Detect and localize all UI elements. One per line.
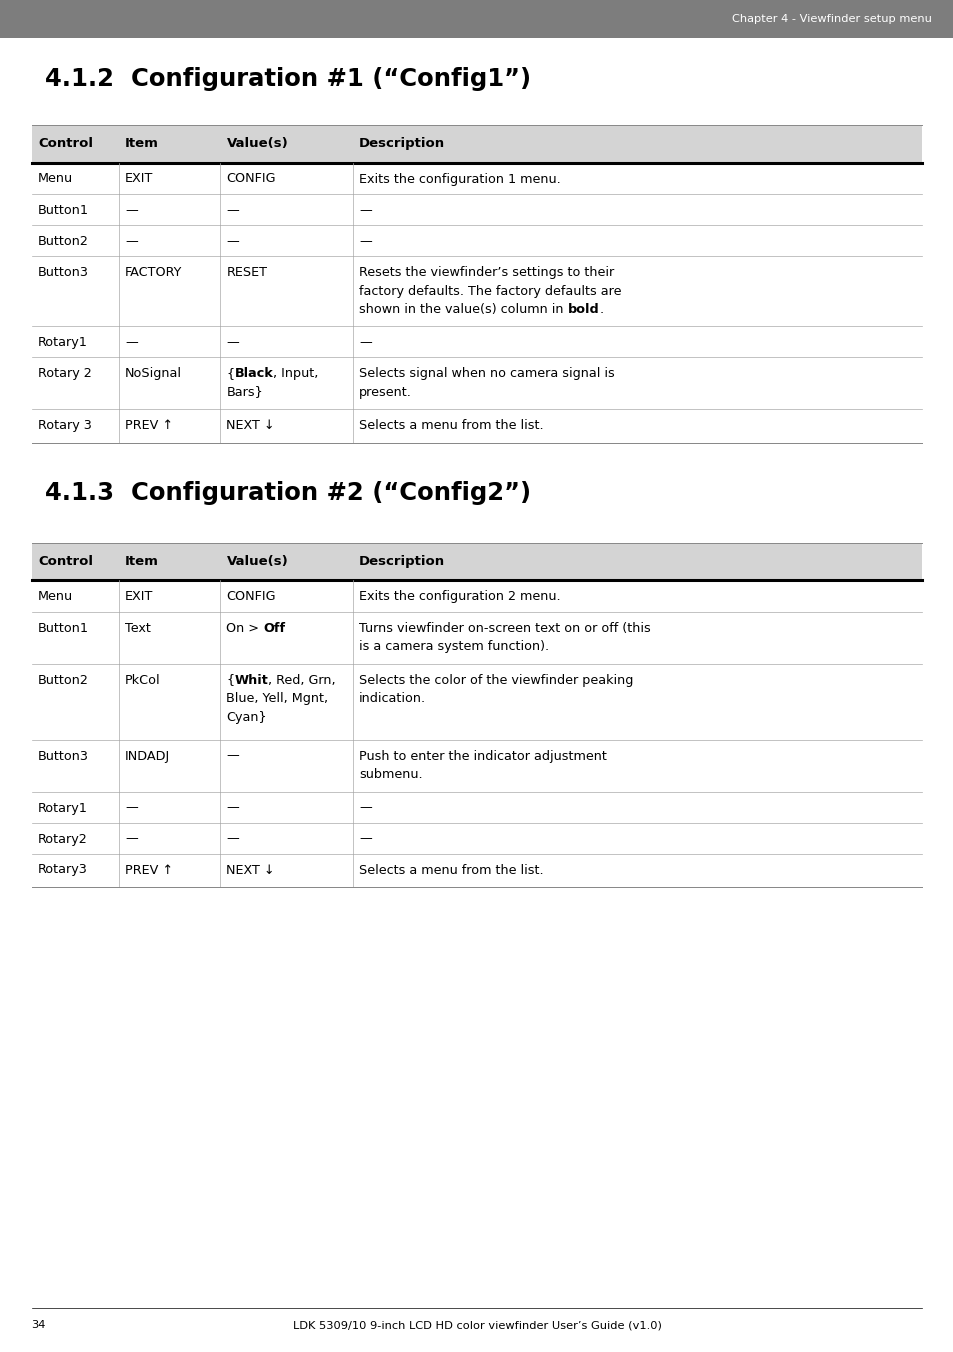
Text: {: { — [226, 673, 234, 687]
Bar — [31, 542, 921, 580]
Text: Selects the color of the viewfinder peaking: Selects the color of the viewfinder peak… — [358, 673, 633, 687]
Text: —: — — [358, 802, 372, 814]
Text: .: . — [598, 303, 602, 316]
Text: Off: Off — [263, 622, 285, 634]
Text: , Red, Grn,: , Red, Grn, — [268, 673, 335, 687]
Text: Cyan}: Cyan} — [226, 711, 267, 723]
Text: Rotary1: Rotary1 — [38, 802, 88, 814]
Text: Exits the configuration 1 menu.: Exits the configuration 1 menu. — [358, 173, 560, 185]
Text: Rotary1: Rotary1 — [38, 337, 88, 349]
Text: Rotary 3: Rotary 3 — [38, 419, 91, 433]
Text: Push to enter the indicator adjustment: Push to enter the indicator adjustment — [358, 749, 606, 763]
Text: Turns viewfinder on-screen text on or off (this: Turns viewfinder on-screen text on or of… — [358, 622, 650, 634]
Text: shown in the value(s) column in: shown in the value(s) column in — [358, 303, 567, 316]
Text: 34: 34 — [31, 1320, 46, 1330]
Text: Whit: Whit — [234, 673, 268, 687]
Text: is a camera system function).: is a camera system function). — [358, 639, 549, 653]
Text: Item: Item — [125, 554, 159, 568]
Text: Blue, Yell, Mgnt,: Blue, Yell, Mgnt, — [226, 692, 328, 704]
Text: Menu: Menu — [38, 173, 73, 185]
Text: Selects signal when no camera signal is: Selects signal when no camera signal is — [358, 366, 614, 380]
Text: Rotary2: Rotary2 — [38, 833, 88, 845]
Text: Bars}: Bars} — [226, 385, 263, 399]
Text: INDADJ: INDADJ — [125, 749, 170, 763]
Text: —: — — [358, 204, 372, 218]
Text: PREV ↑: PREV ↑ — [125, 864, 172, 876]
Bar — [31, 124, 921, 162]
Text: 4.1.3  Configuration #2 (“Config2”): 4.1.3 Configuration #2 (“Config2”) — [45, 480, 531, 504]
Text: submenu.: submenu. — [358, 768, 422, 781]
Text: LDK 5309/10 9-inch LCD HD color viewfinder User’s Guide (v1.0): LDK 5309/10 9-inch LCD HD color viewfind… — [293, 1320, 660, 1330]
Text: factory defaults. The factory defaults are: factory defaults. The factory defaults a… — [358, 284, 620, 297]
Text: RESET: RESET — [226, 266, 267, 279]
Text: Button3: Button3 — [38, 749, 89, 763]
Text: Button1: Button1 — [38, 622, 89, 634]
Text: bold: bold — [567, 303, 598, 316]
Text: —: — — [226, 204, 239, 218]
Text: CONFIG: CONFIG — [226, 173, 275, 185]
Text: Selects a menu from the list.: Selects a menu from the list. — [358, 864, 543, 876]
Text: Menu: Menu — [38, 589, 73, 603]
Text: Exits the configuration 2 menu.: Exits the configuration 2 menu. — [358, 589, 560, 603]
Text: indication.: indication. — [358, 692, 426, 704]
Text: —: — — [125, 235, 137, 247]
Text: Rotary3: Rotary3 — [38, 864, 88, 876]
Text: Button2: Button2 — [38, 673, 89, 687]
Text: , Input,: , Input, — [274, 366, 318, 380]
Text: Value(s): Value(s) — [226, 138, 288, 150]
Text: —: — — [358, 833, 372, 845]
Text: Button3: Button3 — [38, 266, 89, 279]
Text: Black: Black — [234, 366, 274, 380]
Text: Item: Item — [125, 138, 159, 150]
Text: NEXT ↓: NEXT ↓ — [226, 864, 274, 876]
Text: Resets the viewfinder’s settings to their: Resets the viewfinder’s settings to thei… — [358, 266, 614, 279]
Text: Chapter 4 - Viewfinder setup menu: Chapter 4 - Viewfinder setup menu — [731, 14, 931, 24]
Bar — [0, 0, 953, 38]
Text: Description: Description — [358, 554, 445, 568]
Text: NEXT ↓: NEXT ↓ — [226, 419, 274, 433]
Text: {: { — [226, 366, 234, 380]
Text: —: — — [226, 337, 239, 349]
Text: Text: Text — [125, 622, 151, 634]
Text: PREV ↑: PREV ↑ — [125, 419, 172, 433]
Text: —: — — [226, 749, 239, 763]
Text: FACTORY: FACTORY — [125, 266, 182, 279]
Text: —: — — [125, 802, 137, 814]
Text: On >: On > — [226, 622, 263, 634]
Text: Rotary 2: Rotary 2 — [38, 366, 91, 380]
Text: —: — — [125, 337, 137, 349]
Text: EXIT: EXIT — [125, 173, 153, 185]
Text: —: — — [125, 833, 137, 845]
Text: —: — — [125, 204, 137, 218]
Text: 4.1.2  Configuration #1 (“Config1”): 4.1.2 Configuration #1 (“Config1”) — [45, 68, 531, 91]
Text: NoSignal: NoSignal — [125, 366, 182, 380]
Text: PkCol: PkCol — [125, 673, 160, 687]
Text: EXIT: EXIT — [125, 589, 153, 603]
Text: —: — — [226, 833, 239, 845]
Text: Selects a menu from the list.: Selects a menu from the list. — [358, 419, 543, 433]
Text: —: — — [226, 802, 239, 814]
Text: Control: Control — [38, 138, 92, 150]
Text: Description: Description — [358, 138, 445, 150]
Text: —: — — [358, 235, 372, 247]
Text: present.: present. — [358, 385, 412, 399]
Text: —: — — [226, 235, 239, 247]
Text: CONFIG: CONFIG — [226, 589, 275, 603]
Text: —: — — [358, 337, 372, 349]
Text: Control: Control — [38, 554, 92, 568]
Text: Value(s): Value(s) — [226, 554, 288, 568]
Text: Button2: Button2 — [38, 235, 89, 247]
Text: Button1: Button1 — [38, 204, 89, 218]
